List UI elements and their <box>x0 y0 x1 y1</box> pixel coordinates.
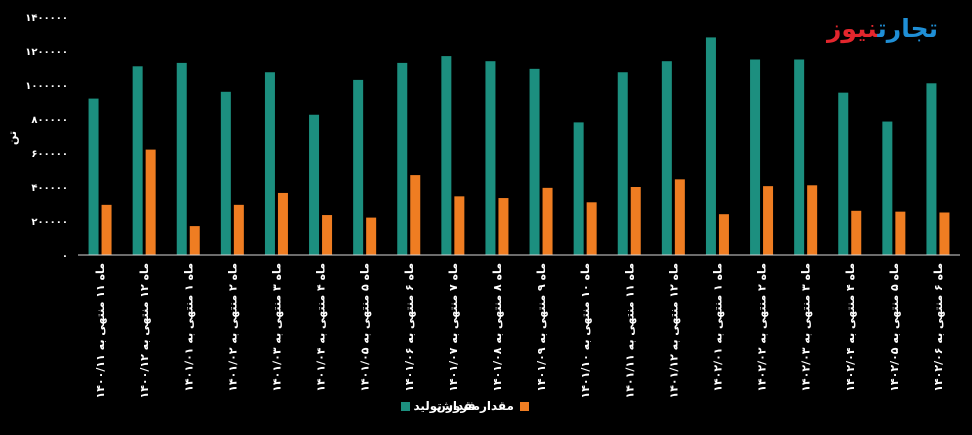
x-tick-label: ماه ۱۱ منتهی به ۱۴۰۰/۱۱ <box>94 263 107 399</box>
bar-sales <box>277 192 288 255</box>
x-tick-label: ماه ۴ منتهی به ۱۴۰۱/۰۴ <box>315 263 328 392</box>
bar-sales <box>366 217 377 255</box>
x-tick-label: ماه ۲ منتهی به ۱۴۰۲/۰۲ <box>756 263 769 392</box>
bar-production <box>529 68 540 255</box>
x-tick-label: ماه ۵ منتهی به ۱۴۰۱/۰۵ <box>359 263 372 392</box>
y-tick-label: ۸۰۰۰۰۰ <box>31 115 68 126</box>
y-tick-label: ۴۰۰۰۰۰ <box>31 183 68 194</box>
y-axis: ۰ ۲۰۰۰۰۰ ۴۰۰۰۰۰ ۶۰۰۰۰۰ ۸۰۰۰۰۰ ۱۰۰۰۰۰۰ ۱۲۰۰۰۰۰ ۱… <box>25 13 68 262</box>
y-tick-label: ۱۴۰۰۰۰۰ <box>25 13 68 24</box>
y-tick-label: ۱۰۰۰۰۰۰ <box>25 81 68 92</box>
bar-production <box>353 79 364 256</box>
x-tick-label: ماه ۳ منتهی به ۱۴۰۱/۰۳ <box>270 263 283 392</box>
bar-production <box>661 61 672 256</box>
x-tick-label: ماه ۲ منتهی به ۱۴۰۱/۰۲ <box>226 263 239 392</box>
x-tick-label: ماه ۶ منتهی به ۱۴۰۲/۰۶ <box>932 263 945 392</box>
y-tick-label: ۱۲۰۰۰۰۰ <box>25 47 68 58</box>
bar-production <box>309 114 320 255</box>
bar-sales <box>895 211 906 255</box>
x-tick-label: ماه ۵ منتهی به ۱۴۰۲/۰۵ <box>888 263 901 392</box>
x-tick-label: ماه ۱ منتهی به ۱۴۰۲/۰۱ <box>711 263 724 392</box>
x-tick-label: ماه ۳ منتهی به ۱۴۰۲/۰۳ <box>800 263 813 392</box>
bar-sales <box>454 196 465 255</box>
x-tick-label: ماه ۷ منتهی به ۱۴۰۱/۰۷ <box>447 263 460 392</box>
bar-sales <box>630 187 641 255</box>
bar-production <box>573 122 584 256</box>
x-tick-label: ماه ۱۲ منتهی به ۱۴۰۱/۱۲ <box>667 263 680 399</box>
bar-production <box>838 92 849 256</box>
bar-sales <box>586 202 597 255</box>
y-tick-label: ۲۰۰۰۰۰ <box>31 217 68 228</box>
bar-sales <box>542 187 553 255</box>
brand-logo-part1: تجارت <box>877 14 939 43</box>
bar-production <box>750 59 761 255</box>
bar-production <box>88 98 99 255</box>
x-tick-label: ماه ۴ منتهی به ۱۴۰۲/۰۴ <box>844 263 857 392</box>
legend-label-production: مقدار تولید <box>413 399 480 414</box>
bar-sales <box>807 185 818 255</box>
bar-sales <box>101 204 112 255</box>
bar-production <box>485 61 496 256</box>
bar-sales <box>145 149 156 255</box>
bar-production <box>882 121 893 255</box>
legend-label-sales: مقدار فروش <box>436 399 514 414</box>
bar-sales <box>851 210 862 255</box>
x-tick-label: ماه ۹ منتهی به ۱۴۰۱/۰۹ <box>535 263 548 392</box>
bar-production <box>132 66 143 255</box>
bar-production <box>617 72 628 255</box>
bar-sales <box>410 175 421 255</box>
x-tick-label: ماه ۸ منتهی به ۱۴۰۱/۰۸ <box>491 263 504 392</box>
brand-logo: تجارتنیوز <box>826 14 939 43</box>
bar-sales <box>322 215 333 255</box>
bar-sales <box>674 179 685 255</box>
bar-production <box>926 83 937 255</box>
bar-production <box>794 59 805 255</box>
bar-sales <box>498 198 509 255</box>
y-tick-label: ۰ <box>62 251 68 262</box>
brand-logo-part2: نیوز <box>826 14 878 43</box>
bar-production <box>705 37 716 256</box>
y-axis-label: تن <box>6 131 19 145</box>
legend-swatch-production <box>401 402 410 411</box>
bar-production <box>220 91 231 255</box>
x-tick-label: ماه ۱ منتهی به ۱۴۰۱/۰۱ <box>182 263 195 392</box>
bar-sales <box>763 186 774 255</box>
bar-production <box>264 72 275 255</box>
y-tick-label: ۶۰۰۰۰۰ <box>31 149 68 160</box>
x-axis-tick-labels: ماه ۱۱ منتهی به ۱۴۰۰/۱۱ ماه ۱۲ منتهی به ۱… <box>94 263 945 399</box>
bar-production <box>176 62 187 256</box>
x-tick-label: ماه ۶ منتهی به ۱۴۰۱/۰۶ <box>403 263 416 392</box>
x-tick-label: ماه ۱۱ منتهی به ۱۴۰۱/۱۱ <box>623 263 636 399</box>
bars-layer <box>88 37 950 256</box>
bar-sales <box>939 212 950 255</box>
bar-sales <box>233 204 244 255</box>
x-tick-label: ماه ۱۰ منتهی به ۱۴۰۱/۱۰ <box>579 263 592 399</box>
x-tick-label: ماه ۱۲ منتهی به ۱۴۰۰/۱۲ <box>138 263 151 399</box>
bar-production <box>441 56 452 255</box>
legend-swatch-sales <box>520 402 529 411</box>
bar-sales <box>189 226 200 255</box>
bar-production <box>397 62 408 256</box>
bar-sales <box>718 214 729 255</box>
